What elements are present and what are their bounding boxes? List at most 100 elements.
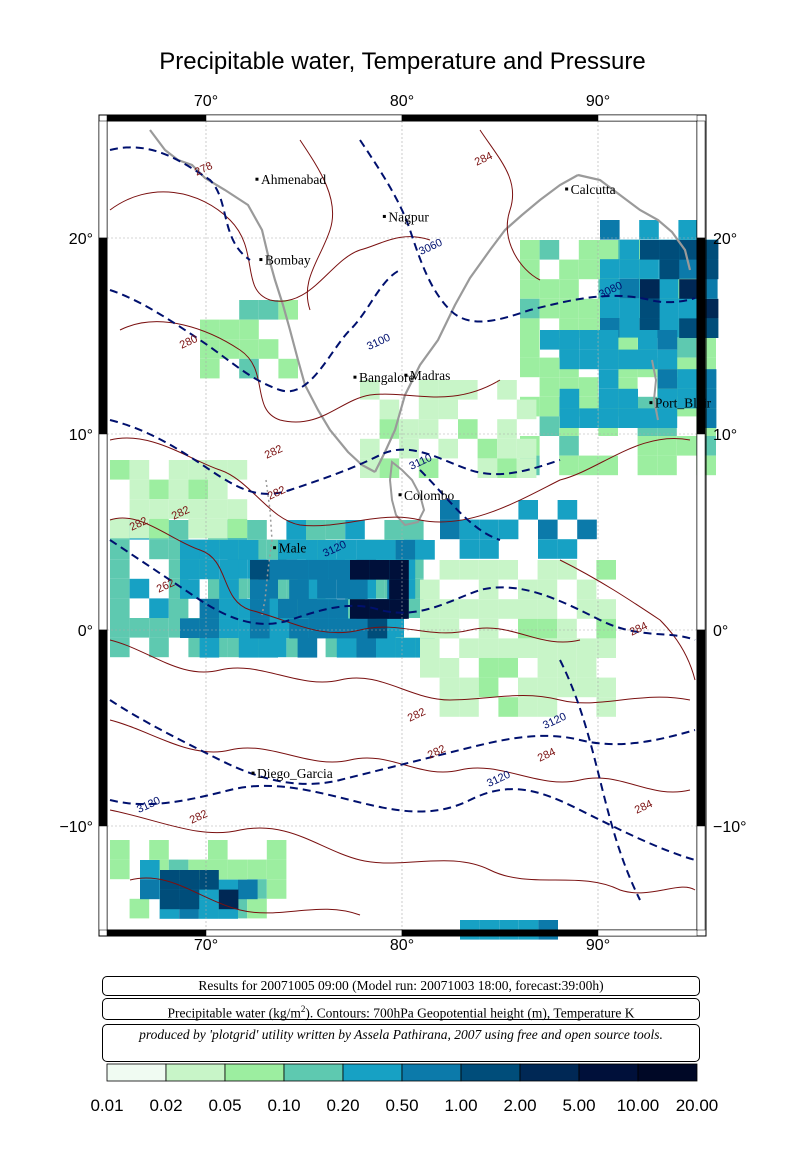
pw-cell <box>208 499 228 519</box>
pw-cell <box>180 579 200 599</box>
india-west-coast <box>149 129 376 473</box>
geopotential-height-contours <box>109 139 696 901</box>
pw-cell <box>478 560 499 580</box>
colorbar-swatch <box>342 1063 403 1082</box>
temp-contour <box>479 129 541 281</box>
height-contour <box>109 269 401 393</box>
pw-cell <box>420 579 440 600</box>
pw-cell <box>239 319 259 340</box>
pw-cell <box>520 357 540 378</box>
pw-cell <box>577 519 597 540</box>
pw-cell <box>367 618 388 639</box>
contour-label: 3120 <box>485 769 512 790</box>
height-contour <box>109 784 696 861</box>
pw-cell <box>459 677 479 698</box>
city-label: Bombay <box>265 253 311 268</box>
field-description-superscript: 2 <box>300 1004 306 1014</box>
height-contour <box>359 139 696 323</box>
lat-tick-label-left: −10° <box>59 819 93 836</box>
contour-label: 282 <box>426 743 448 762</box>
pw-cell <box>516 438 537 459</box>
pw-cell <box>619 278 640 299</box>
pw-cell <box>520 240 540 260</box>
pw-cell <box>199 540 220 560</box>
pw-cell <box>250 579 270 600</box>
pw-cell <box>657 330 678 350</box>
pw-cell <box>600 278 620 299</box>
pw-cell <box>439 677 460 698</box>
coastline <box>149 129 692 616</box>
pw-cell <box>440 500 460 520</box>
pw-cell <box>227 460 248 480</box>
pw-cell <box>110 598 130 618</box>
pw-cell <box>478 677 499 698</box>
pw-cell <box>317 579 337 599</box>
colorbar-swatch <box>460 1063 521 1082</box>
pw-cell <box>198 899 219 919</box>
pw-cell <box>208 840 228 860</box>
pw-cell <box>420 599 440 619</box>
pw-cell <box>657 408 678 428</box>
pw-cell <box>227 518 248 539</box>
pw-cell <box>239 339 259 359</box>
contour-label: 284 <box>536 746 558 765</box>
pw-cell <box>149 637 169 658</box>
pw-cell <box>518 677 538 698</box>
pw-cell <box>458 380 478 400</box>
frame-segment <box>696 237 706 435</box>
pw-cell <box>376 540 396 560</box>
pw-cell <box>356 638 376 658</box>
temp-contour <box>119 321 501 423</box>
pw-cell <box>518 697 538 717</box>
pw-cell <box>596 618 616 639</box>
pw-cell <box>278 598 298 619</box>
contour-label: 3100 <box>365 332 392 353</box>
pw-cell <box>537 658 558 678</box>
pw-cell <box>598 455 618 476</box>
pw-cell <box>557 618 577 639</box>
lat-tick-label-right: 10° <box>713 427 737 444</box>
pw-cell <box>498 697 518 717</box>
pw-cell <box>168 499 189 519</box>
pw-cell <box>477 438 498 459</box>
pw-cell <box>539 416 560 436</box>
frame-segment <box>597 929 698 937</box>
pw-cell <box>297 540 318 560</box>
pw-cell <box>238 638 259 658</box>
pw-cell <box>317 540 337 560</box>
pw-cell <box>537 579 558 600</box>
pw-cell <box>328 560 348 580</box>
lon-tick-label: 70° <box>194 93 218 110</box>
pw-cell <box>328 618 348 639</box>
pw-cell <box>420 658 440 678</box>
pw-cell <box>247 898 267 919</box>
frame-segment <box>205 114 403 122</box>
pw-cell <box>619 259 640 279</box>
pw-cell <box>348 618 368 639</box>
frame-segment <box>696 629 706 827</box>
temp-contour <box>109 719 691 793</box>
pw-cell <box>676 338 697 358</box>
pw-cell <box>168 520 189 540</box>
pw-cell <box>478 599 499 619</box>
pw-cell <box>129 898 150 919</box>
pw-cell <box>345 520 365 540</box>
pw-cell <box>498 519 519 540</box>
lon-tick-label: 80° <box>390 937 414 954</box>
maldives <box>261 479 273 616</box>
frame-segment <box>98 629 108 827</box>
pw-cell <box>498 599 518 619</box>
pw-cell <box>596 638 616 658</box>
colorbar-label: 2.00 <box>503 1096 536 1115</box>
pw-cell <box>129 618 150 638</box>
pw-cell <box>266 859 287 880</box>
height-contour <box>419 469 501 541</box>
pw-cell <box>520 338 540 358</box>
height-contour <box>559 659 641 901</box>
pw-cell <box>149 479 169 500</box>
frame-segment <box>696 120 706 239</box>
colorbar-swatch <box>637 1063 698 1082</box>
pw-cell <box>439 560 460 580</box>
pw-cell <box>520 259 540 280</box>
pw-cell <box>678 298 698 318</box>
